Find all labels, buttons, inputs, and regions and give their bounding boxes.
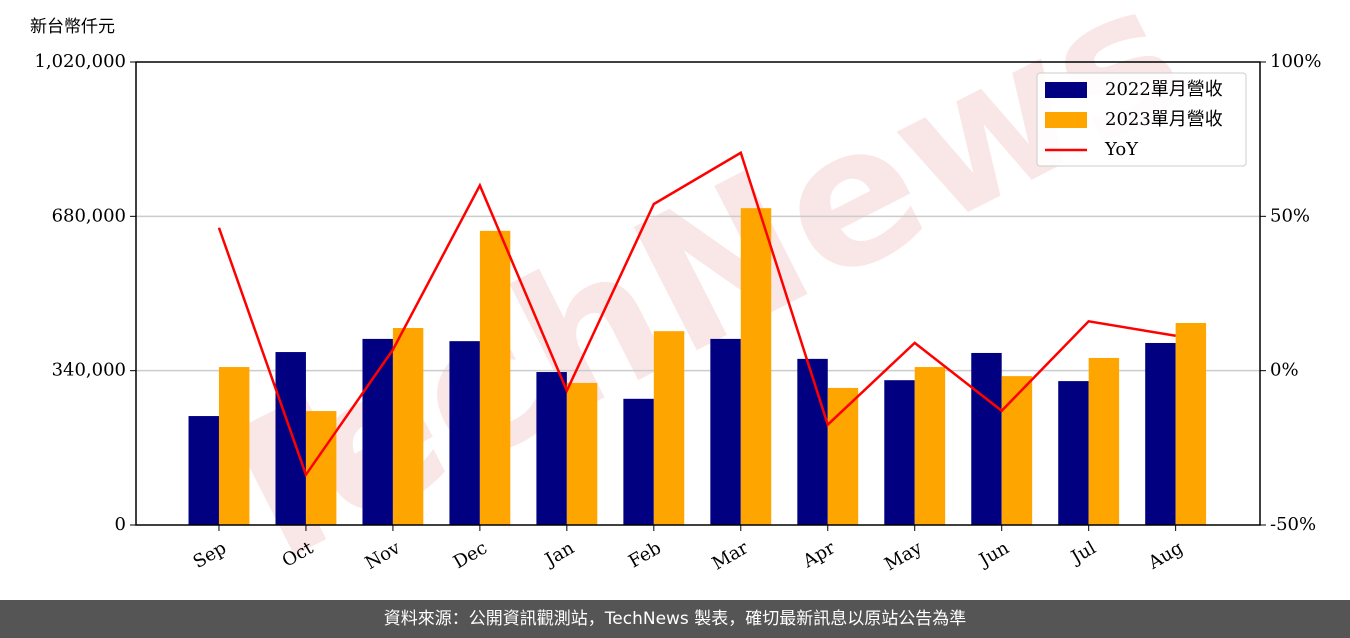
x-tick-label: May bbox=[881, 537, 926, 575]
x-tick-label: Feb bbox=[625, 537, 665, 572]
bar bbox=[1175, 323, 1207, 525]
bar bbox=[536, 372, 567, 525]
x-tick-label: Jun bbox=[974, 537, 1013, 572]
bar bbox=[188, 416, 219, 525]
x-tick-label: Jul bbox=[1066, 537, 1100, 569]
x-tick-label: Jan bbox=[540, 537, 578, 571]
y2-tick-label: -50% bbox=[1270, 514, 1316, 535]
bar bbox=[1088, 357, 1120, 525]
bar bbox=[797, 358, 828, 525]
x-tick-label: Mar bbox=[709, 537, 753, 574]
bar bbox=[1001, 376, 1033, 525]
bar bbox=[710, 338, 741, 525]
legend-swatch bbox=[1045, 112, 1087, 128]
legend-label: 2022單月營收 bbox=[1105, 79, 1223, 100]
x-tick-label: Aug bbox=[1144, 537, 1187, 574]
bar bbox=[566, 382, 598, 525]
bar bbox=[914, 367, 946, 525]
x-tick-label: Apr bbox=[799, 537, 839, 572]
y-tick-label: 680,000 bbox=[52, 205, 126, 226]
x-tick-label: Sep bbox=[190, 537, 230, 572]
legend-label: YoY bbox=[1104, 139, 1139, 160]
bar bbox=[740, 208, 772, 525]
y-tick-label: 1,020,000 bbox=[34, 51, 126, 72]
bar bbox=[392, 327, 424, 525]
chart: 新台幣仟元 TechNews 0340,000680,0001,020,000-… bbox=[30, 0, 1321, 617]
bar bbox=[623, 398, 654, 525]
y-tick-label: 0 bbox=[115, 514, 126, 535]
legend-swatch bbox=[1045, 82, 1087, 98]
bar bbox=[1145, 342, 1176, 525]
bar bbox=[653, 331, 685, 525]
plot-frame bbox=[135, 61, 1261, 526]
y-axis-label: 新台幣仟元 bbox=[30, 17, 115, 37]
bar bbox=[971, 352, 1002, 525]
y2-tick-label: 100% bbox=[1270, 51, 1321, 72]
bar bbox=[479, 230, 511, 525]
bar bbox=[218, 367, 250, 525]
bar bbox=[827, 387, 859, 525]
legend-label: 2023單月營收 bbox=[1105, 109, 1223, 130]
footer: 資料來源：公開資訊觀測站，TechNews 製表，確切最新訊息以原站公告為準 bbox=[0, 600, 1350, 638]
bar bbox=[449, 341, 480, 525]
bar bbox=[275, 352, 306, 525]
line bbox=[217, 150, 1176, 478]
y2-tick-label: 0% bbox=[1270, 360, 1299, 381]
bar bbox=[362, 338, 393, 525]
bar bbox=[884, 380, 915, 525]
y2-tick-label: 50% bbox=[1270, 205, 1310, 226]
y-tick-label: 340,000 bbox=[52, 360, 126, 381]
x-tick-label: Dec bbox=[450, 537, 491, 573]
bar bbox=[1058, 381, 1089, 525]
legend-box bbox=[1036, 72, 1247, 167]
